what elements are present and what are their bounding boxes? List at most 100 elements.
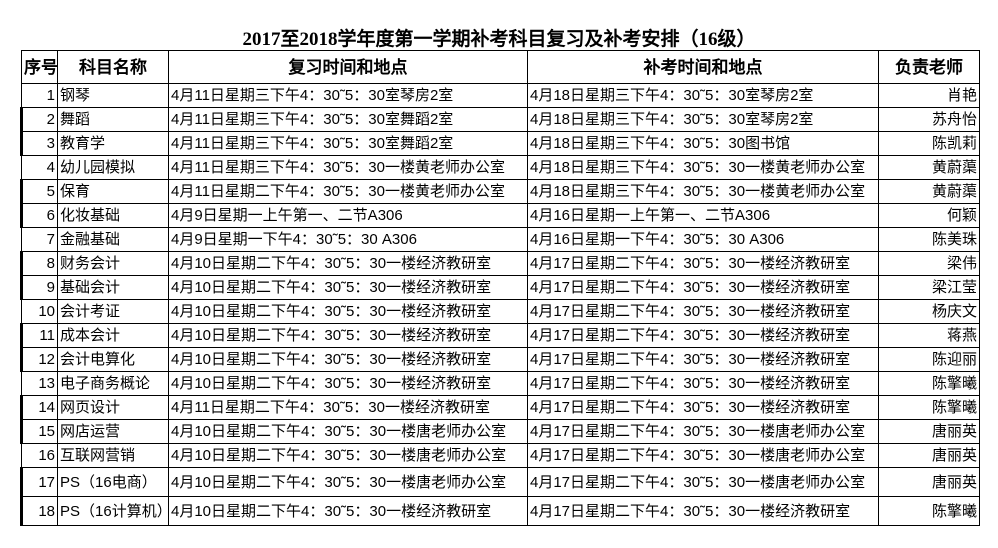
cell-exam[interactable]: 4月18日星期三下午4：30˜5：30图书馆 xyxy=(527,131,879,156)
cell-teacher[interactable]: 陈凯莉 xyxy=(878,131,980,156)
cell-no[interactable]: 6 xyxy=(20,203,58,228)
cell-review[interactable]: 4月10日星期二下午4：30˜5：30一楼经济教研室 xyxy=(168,496,528,526)
cell-teacher[interactable]: 蒋燕 xyxy=(878,323,980,348)
cell-no[interactable]: 4 xyxy=(21,155,58,180)
cell-teacher[interactable]: 唐丽英 xyxy=(878,419,980,444)
cell-subject[interactable]: 幼儿园模拟 xyxy=(57,155,169,180)
cell-exam[interactable]: 4月16日星期一上午第一、二节A306 xyxy=(527,203,879,228)
cell-exam[interactable]: 4月17日星期二下午4：30˜5：30一楼唐老师办公室 xyxy=(527,467,879,497)
cell-teacher[interactable]: 陈擎曦 xyxy=(878,371,980,396)
cell-review[interactable]: 4月10日星期二下午4：30˜5：30一楼经济教研室 xyxy=(168,299,528,324)
cell-subject[interactable]: 网页设计 xyxy=(57,395,169,420)
cell-subject[interactable]: 会计电算化 xyxy=(57,347,169,372)
header-review[interactable]: 复习时间和地点 xyxy=(168,50,528,84)
cell-subject[interactable]: 教育学 xyxy=(57,131,169,156)
cell-teacher[interactable]: 陈擎曦 xyxy=(878,395,980,420)
cell-no[interactable]: 11 xyxy=(20,323,58,348)
table-row: 10 会计考证 4月10日星期二下午4：30˜5：30一楼经济教研室 4月17日星期二… xyxy=(21,299,980,324)
table-row: 12 会计电算化 4月10日星期二下午4：30˜5：30一楼经济教研室 4月17日星期… xyxy=(20,347,980,372)
cell-teacher[interactable]: 唐丽英 xyxy=(878,467,980,497)
cell-no[interactable]: 14 xyxy=(20,395,58,420)
cell-teacher[interactable]: 肖艳 xyxy=(878,83,980,108)
cell-no[interactable]: 16 xyxy=(21,443,58,468)
cell-teacher[interactable]: 陈美珠 xyxy=(878,227,980,252)
cell-exam[interactable]: 4月18日星期三下午4：30˜5：30室琴房2室 xyxy=(527,107,879,132)
cell-exam[interactable]: 4月17日星期二下午4：30˜5：30一楼经济教研室 xyxy=(527,299,879,324)
cell-review[interactable]: 4月10日星期二下午4：30˜5：30一楼经济教研室 xyxy=(168,323,528,348)
cell-review[interactable]: 4月11日星期二下午4：30˜5：30一楼经济教研室 xyxy=(168,395,528,420)
cell-review[interactable]: 4月11日星期三下午4：30˜5：30室琴房2室 xyxy=(168,83,528,108)
cell-exam[interactable]: 4月17日星期二下午4：30˜5：30一楼经济教研室 xyxy=(527,347,879,372)
cell-no[interactable]: 2 xyxy=(20,107,58,132)
cell-subject[interactable]: 成本会计 xyxy=(57,323,169,348)
cell-no[interactable]: 13 xyxy=(21,371,58,396)
cell-exam[interactable]: 4月17日星期二下午4：30˜5：30一楼经济教研室 xyxy=(527,251,879,276)
cell-teacher[interactable]: 杨庆文 xyxy=(878,299,980,324)
cell-exam[interactable]: 4月18日星期三下午4：30˜5：30室琴房2室 xyxy=(527,83,879,108)
cell-subject[interactable]: PS（16计算机） xyxy=(57,496,169,526)
cell-subject[interactable]: 舞蹈 xyxy=(57,107,169,132)
header-subject[interactable]: 科目名称 xyxy=(57,50,169,84)
cell-exam[interactable]: 4月17日星期二下午4：30˜5：30一楼唐老师办公室 xyxy=(527,419,879,444)
cell-teacher[interactable]: 唐丽英 xyxy=(878,443,980,468)
cell-review[interactable]: 4月11日星期三下午4：30˜5：30室舞蹈2室 xyxy=(168,131,528,156)
cell-no[interactable]: 5 xyxy=(20,179,58,204)
cell-review[interactable]: 4月11日星期二下午4：30˜5：30一楼黄老师办公室 xyxy=(168,179,528,204)
cell-no[interactable]: 10 xyxy=(21,299,58,324)
cell-teacher[interactable]: 黄蔚蕖 xyxy=(878,179,980,204)
header-no[interactable]: 序号 xyxy=(21,50,58,84)
cell-review[interactable]: 4月9日星期一上午第一、二节A306 xyxy=(168,203,528,228)
cell-subject[interactable]: 互联网营销 xyxy=(57,443,169,468)
cell-no[interactable]: 9 xyxy=(20,275,58,300)
cell-review[interactable]: 4月10日星期二下午4：30˜5：30一楼唐老师办公室 xyxy=(168,419,528,444)
cell-review[interactable]: 4月11日星期三下午4：30˜5：30一楼黄老师办公室 xyxy=(168,155,528,180)
header-exam[interactable]: 补考时间和地点 xyxy=(527,50,879,84)
cell-exam[interactable]: 4月18日星期三下午4：30˜5：30一楼黄老师办公室 xyxy=(527,179,879,204)
cell-exam[interactable]: 4月17日星期二下午4：30˜5：30一楼经济教研室 xyxy=(527,395,879,420)
cell-exam[interactable]: 4月17日星期二下午4：30˜5：30一楼经济教研室 xyxy=(527,496,879,526)
cell-no[interactable]: 17 xyxy=(20,467,58,497)
cell-subject[interactable]: 保育 xyxy=(57,179,169,204)
cell-subject[interactable]: 基础会计 xyxy=(57,275,169,300)
table-row: 17 PS（16电商） 4月10日星期二下午4：30˜5：30一楼唐老师办公室 4月1… xyxy=(20,467,980,497)
cell-review[interactable]: 4月9日星期一下午4：30˜5：30 A306 xyxy=(168,227,528,252)
cell-teacher[interactable]: 陈擎曦 xyxy=(878,496,980,526)
cell-subject[interactable]: 电子商务概论 xyxy=(57,371,169,396)
cell-teacher[interactable]: 黄蔚蕖 xyxy=(878,155,980,180)
cell-review[interactable]: 4月10日星期二下午4：30˜5：30一楼经济教研室 xyxy=(168,275,528,300)
cell-subject[interactable]: 网店运营 xyxy=(57,419,169,444)
cell-review[interactable]: 4月10日星期二下午4：30˜5：30一楼经济教研室 xyxy=(168,347,528,372)
cell-teacher[interactable]: 苏舟怡 xyxy=(878,107,980,132)
cell-subject[interactable]: 钢琴 xyxy=(57,83,169,108)
cell-subject[interactable]: 化妆基础 xyxy=(57,203,169,228)
cell-teacher[interactable]: 陈迎丽 xyxy=(878,347,980,372)
cell-review[interactable]: 4月10日星期二下午4：30˜5：30一楼唐老师办公室 xyxy=(168,467,528,497)
cell-no[interactable]: 18 xyxy=(20,496,58,526)
cell-exam[interactable]: 4月16日星期一下午4：30˜5：30 A306 xyxy=(527,227,879,252)
cell-no[interactable]: 1 xyxy=(21,83,58,108)
cell-exam[interactable]: 4月17日星期二下午4：30˜5：30一楼唐老师办公室 xyxy=(527,443,879,468)
cell-review[interactable]: 4月10日星期二下午4：30˜5：30一楼唐老师办公室 xyxy=(168,443,528,468)
cell-exam[interactable]: 4月17日星期二下午4：30˜5：30一楼经济教研室 xyxy=(527,275,879,300)
cell-no[interactable]: 3 xyxy=(20,131,58,156)
cell-no[interactable]: 8 xyxy=(20,251,58,276)
cell-subject[interactable]: 会计考证 xyxy=(57,299,169,324)
cell-exam[interactable]: 4月17日星期二下午4：30˜5：30一楼经济教研室 xyxy=(527,371,879,396)
cell-no[interactable]: 12 xyxy=(20,347,58,372)
cell-subject[interactable]: 财务会计 xyxy=(57,251,169,276)
cell-teacher[interactable]: 何颖 xyxy=(878,203,980,228)
header-teacher[interactable]: 负责老师 xyxy=(878,50,980,84)
cell-no[interactable]: 15 xyxy=(20,419,58,444)
cell-exam[interactable]: 4月18日星期三下午4：30˜5：30一楼黄老师办公室 xyxy=(527,155,879,180)
cell-subject[interactable]: PS（16电商） xyxy=(57,467,169,497)
cell-teacher[interactable]: 梁伟 xyxy=(878,251,980,276)
table-row: 1 钢琴 4月11日星期三下午4：30˜5：30室琴房2室 4月18日星期三下午4：3… xyxy=(21,83,980,108)
cell-review[interactable]: 4月10日星期二下午4：30˜5：30一楼经济教研室 xyxy=(168,251,528,276)
cell-review[interactable]: 4月11日星期三下午4：30˜5：30室舞蹈2室 xyxy=(168,107,528,132)
cell-teacher[interactable]: 梁江莹 xyxy=(878,275,980,300)
table-row: 16 互联网营销 4月10日星期二下午4：30˜5：30一楼唐老师办公室 4月17日星… xyxy=(21,443,980,468)
cell-exam[interactable]: 4月17日星期二下午4：30˜5：30一楼经济教研室 xyxy=(527,323,879,348)
cell-no[interactable]: 7 xyxy=(21,227,58,252)
cell-review[interactable]: 4月10日星期二下午4：30˜5：30一楼经济教研室 xyxy=(168,371,528,396)
cell-subject[interactable]: 金融基础 xyxy=(57,227,169,252)
